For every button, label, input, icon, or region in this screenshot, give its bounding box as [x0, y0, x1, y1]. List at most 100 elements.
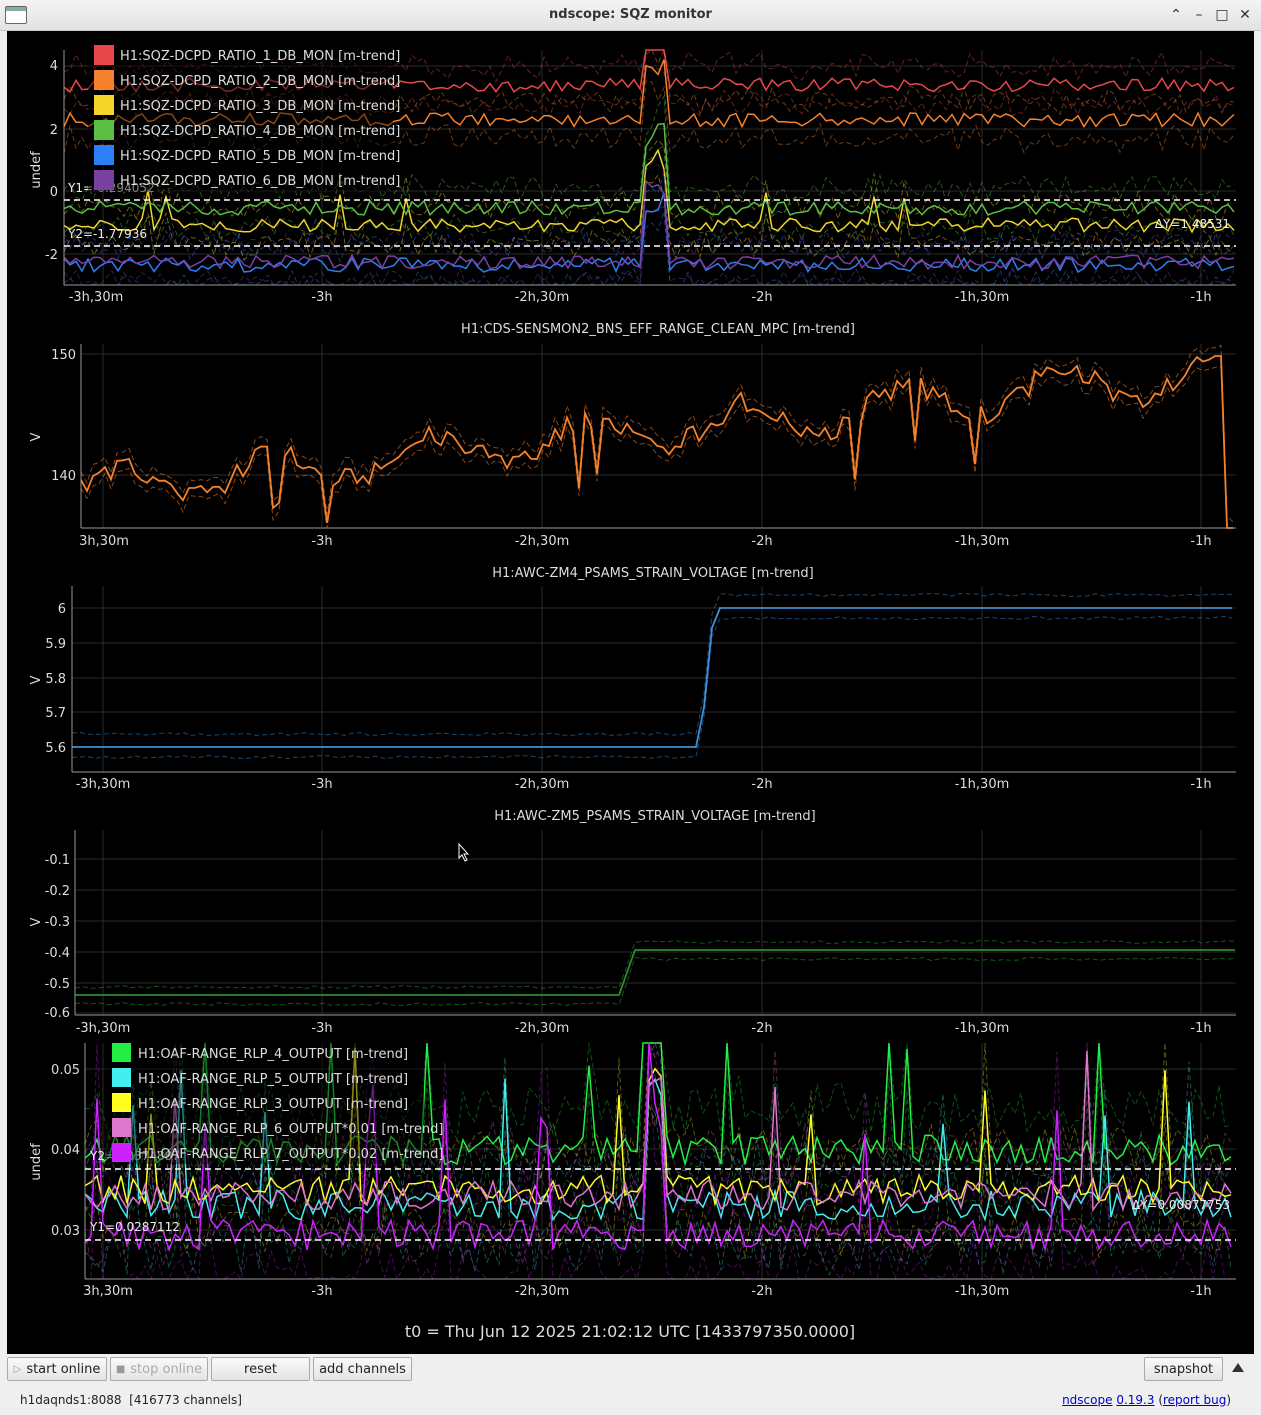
trace-line [84, 1042, 1232, 1252]
plot1-cursor-y2-label: Y2=-1.77936 [67, 227, 147, 241]
x-tick: 3h,30m [83, 1284, 133, 1299]
trace-line [74, 939, 1236, 989]
maximize-icon[interactable]: □ [1215, 7, 1229, 23]
reset-button[interactable]: reset [211, 1357, 310, 1381]
plot3-series [71, 592, 1233, 760]
plot1-ytick: 4 [50, 59, 58, 74]
trace-line [80, 355, 1233, 529]
plot2-grid [81, 344, 1236, 528]
trace-line [63, 161, 1235, 260]
legend-item[interactable]: H1:SQZ-DCPD_RATIO_4_DB_MON [m-trend] [120, 124, 400, 139]
x-tick: -3h [311, 290, 332, 305]
x-tick: -3h,30m [76, 777, 131, 792]
plot2-ytick: 140 [51, 469, 76, 484]
x-tick: -1h,30m [955, 777, 1010, 792]
plot5-delta-label: ΔY=0.00877753 [1132, 1198, 1230, 1212]
x-tick: -3h,30m [76, 1021, 131, 1036]
trace-line [75, 949, 1235, 996]
plot3-ytick: 5.9 [45, 637, 66, 652]
app-icon [5, 6, 27, 24]
plot3-ytick: 5.6 [45, 741, 66, 756]
plot-area[interactable]: undef 4 2 0 -2 Y1=-0.294052 Y2=-1.77936 … [7, 31, 1254, 1354]
trace-line [63, 63, 1235, 119]
legend-swatch [112, 1093, 131, 1112]
plot5-ylabel: undef [29, 1143, 44, 1181]
report-bug-link[interactable]: report bug [1163, 1393, 1227, 1407]
chevron-up-icon[interactable]: ⌃ [1170, 7, 1182, 23]
plot5-series [84, 1041, 1232, 1281]
x-tick: -1h [1190, 1021, 1211, 1036]
add-channels-button[interactable]: add channels [313, 1357, 412, 1381]
version-info: ndscope 0.19.3 (report bug) [1062, 1393, 1231, 1407]
legend-item[interactable]: H1:SQZ-DCPD_RATIO_2_DB_MON [m-trend] [120, 74, 400, 89]
plot1-xticks: -3h,30m -3h -2h,30m -2h -1h,30m -1h [69, 290, 1212, 305]
x-tick: -1h,30m [955, 290, 1010, 305]
stop-online-button[interactable]: ■ stop online [110, 1357, 208, 1381]
plot2-ylabel: V [29, 432, 44, 441]
ndscope-link[interactable]: ndscope [1062, 1393, 1113, 1407]
trace-line [63, 59, 1235, 129]
plot1-ytick: 0 [50, 185, 58, 200]
legend-item[interactable]: H1:SQZ-DCPD_RATIO_5_DB_MON [m-trend] [120, 149, 400, 164]
plot5-cursor-y1-label: Y1=0.0287112 [89, 1220, 180, 1234]
trace-line [72, 607, 1232, 748]
plot1-grid [64, 50, 1236, 285]
plot5-cursor-y2-label: Y2=0.0374887 [89, 1149, 180, 1163]
plot4-ylabel: V [29, 917, 44, 926]
legend-swatch [112, 1118, 131, 1137]
legend-item[interactable]: H1:OAF-RANGE_RLP_7_OUTPUT*0.02 [m-trend] [138, 1147, 444, 1162]
minimize-icon[interactable]: – [1195, 7, 1203, 23]
x-tick: -1h,30m [955, 1284, 1010, 1299]
plots-canvas[interactable]: undef 4 2 0 -2 Y1=-0.294052 Y2=-1.77936 … [7, 31, 1254, 1354]
legend-item[interactable]: H1:OAF-RANGE_RLP_4_OUTPUT [m-trend] [138, 1047, 408, 1062]
plot3-title: H1:AWC-ZM4_PSAMS_STRAIN_VOLTAGE [m-trend… [492, 566, 813, 581]
x-tick: -3h [311, 1284, 332, 1299]
snapshot-button[interactable]: snapshot [1144, 1357, 1223, 1381]
title-bar: ndscope: SQZ monitor ⌃ – □ ✕ [0, 0, 1261, 31]
trace-line [84, 1047, 1232, 1208]
expand-arrow-icon[interactable] [1232, 1363, 1244, 1372]
trace-line [63, 179, 1235, 271]
x-tick: -1h,30m [955, 534, 1010, 549]
start-online-button[interactable]: ▷ start online [7, 1357, 107, 1381]
legend-item[interactable]: H1:SQZ-DCPD_RATIO_1_DB_MON [m-trend] [120, 49, 400, 64]
button-bar: ▷ start online ■ stop online reset add cha… [0, 1354, 1261, 1387]
x-tick: -2h,30m [515, 534, 570, 549]
x-tick: -1h,30m [955, 1021, 1010, 1036]
plot3-ytick: 6 [58, 602, 66, 617]
legend-swatch [94, 70, 114, 90]
server-address: h1daqnds1:8088 [20, 1393, 122, 1407]
plot5-ytick: 0.04 [51, 1143, 80, 1158]
x-tick: -2h [751, 1021, 772, 1036]
x-tick: -2h [751, 1284, 772, 1299]
close-icon[interactable]: ✕ [1239, 7, 1251, 23]
plot1-delta-label: ΔY=1.48531 [1155, 217, 1230, 231]
legend-item[interactable]: H1:SQZ-DCPD_RATIO_3_DB_MON [m-trend] [120, 99, 400, 114]
legend-swatch [94, 170, 114, 190]
legend-item[interactable]: H1:OAF-RANGE_RLP_3_OUTPUT [m-trend] [138, 1097, 408, 1112]
trace-line [63, 94, 1235, 206]
legend-swatch [94, 120, 114, 140]
trace-line [63, 211, 1235, 287]
x-tick: -3h [311, 1021, 332, 1036]
x-tick: -2h [751, 777, 772, 792]
legend-swatch [94, 95, 114, 115]
plot5-grid [85, 1043, 1236, 1279]
trace-line [84, 1042, 1232, 1227]
version-link[interactable]: 0.19.3 [1116, 1393, 1155, 1407]
plot4-title: H1:AWC-ZM5_PSAMS_STRAIN_VOLTAGE [m-trend… [494, 809, 815, 824]
legend-item[interactable]: H1:OAF-RANGE_RLP_5_OUTPUT [m-trend] [138, 1072, 408, 1087]
x-tick: -3h [311, 534, 332, 549]
x-tick: -3h,30m [69, 290, 124, 305]
legend-item[interactable]: H1:SQZ-DCPD_RATIO_6_DB_MON [m-trend] [120, 174, 400, 189]
x-tick: -2h,30m [515, 777, 570, 792]
plot5-ytick: 0.03 [51, 1224, 80, 1239]
legend-swatch [112, 1068, 131, 1087]
trace-line [80, 344, 1234, 523]
legend-swatch [94, 45, 114, 65]
trace-line [71, 592, 1233, 737]
x-tick: -2h [751, 290, 772, 305]
plot5-xticks: 3h,30m -3h -2h,30m -2h -1h,30m -1h [83, 1284, 1212, 1299]
plot1-legend: H1:SQZ-DCPD_RATIO_1_DB_MON [m-trend] H1:… [88, 44, 400, 192]
legend-item[interactable]: H1:OAF-RANGE_RLP_6_OUTPUT*0.01 [m-trend] [138, 1122, 444, 1137]
